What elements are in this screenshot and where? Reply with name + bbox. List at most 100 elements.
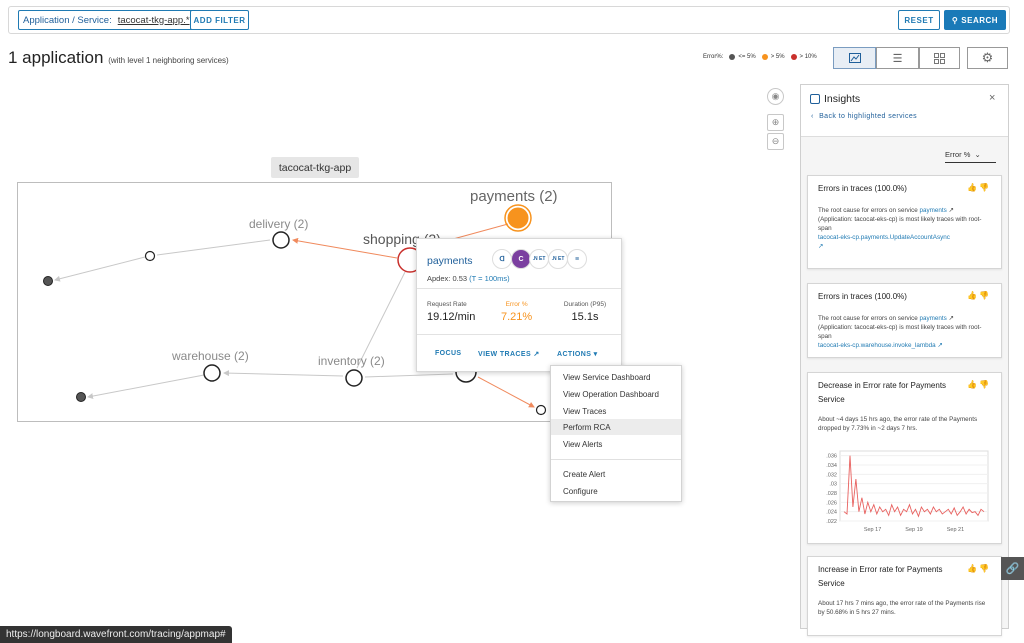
menu-item-view-service-dashboard[interactable]: View Service Dashboard: [563, 372, 651, 382]
node-external-4[interactable]: [535, 404, 547, 416]
status-bar-url: https://longboard.wavefront.com/tracing/…: [0, 626, 232, 643]
card-text: The root cause for errors on service pay…: [818, 207, 982, 250]
zoom-out-icon: ⊖: [771, 136, 780, 146]
card-title: Errors in traces (100.0%): [818, 184, 907, 193]
legend-low-label: <= 5%: [738, 54, 756, 60]
focus-button[interactable]: FOCUS: [435, 350, 462, 357]
node-payments[interactable]: [507, 207, 529, 229]
card-text-1: The root cause for errors on service: [818, 315, 918, 322]
menu-item-perform-rca[interactable]: Perform RCA: [551, 419, 681, 435]
add-filter-button[interactable]: ADD FILTER: [190, 10, 249, 30]
metric-label: Error %: [505, 301, 528, 308]
back-link-label: Back to highlighted services: [819, 113, 918, 120]
badge-icon-3: .N ET: [529, 249, 549, 269]
y-tick-label: .026: [826, 500, 837, 506]
sort-select-value: Error %: [945, 150, 971, 159]
metric-value: 19.12/min: [427, 311, 476, 323]
external-link-icon: ↗: [937, 342, 943, 349]
insight-card: Errors in traces (100.0%) 👍👎 The root ca…: [807, 283, 1002, 358]
node-warehouse[interactable]: [203, 364, 221, 382]
external-link-icon: ↗: [818, 243, 824, 250]
grid-icon: [934, 52, 945, 64]
close-icon[interactable]: ×: [989, 92, 996, 104]
view-traces-label: VIEW TRACES: [478, 351, 532, 358]
menu-item-view-alerts[interactable]: View Alerts: [563, 439, 603, 449]
reset-button[interactable]: RESET: [898, 10, 940, 30]
apdex-label: Apdex:: [427, 274, 451, 283]
feedback-thumbs[interactable]: 👍👎: [967, 291, 991, 300]
service-link[interactable]: payments: [919, 315, 947, 322]
page-title-text: 1 application: [8, 48, 104, 67]
page-subtitle: (with level 1 neighboring services): [108, 56, 229, 65]
search-button-label: SEARCH: [961, 15, 999, 25]
insight-card: Errors in traces (100.0%) 👍👎 The root ca…: [807, 175, 1002, 269]
node-delivery[interactable]: [272, 231, 290, 249]
y-tick-label: .032: [826, 472, 837, 478]
insights-header: Insights × ‹ Back to highlighted service…: [801, 85, 1008, 137]
feedback-thumbs[interactable]: 👍👎: [967, 183, 991, 192]
gear-icon: ⚙: [981, 50, 994, 65]
feedback-thumbs[interactable]: 👍👎: [967, 380, 991, 389]
node-external-1[interactable]: [144, 250, 156, 262]
filter-chip-value[interactable]: tacocat-tkg-app.*: [117, 14, 190, 26]
badge-icon-1: ᗡ: [492, 249, 512, 269]
apdex-threshold: (T = 100ms): [469, 274, 510, 283]
popup-service-name[interactable]: payments: [427, 255, 473, 267]
menu-item-configure[interactable]: Configure: [563, 486, 598, 496]
search-button[interactable]: ⚲ SEARCH: [944, 10, 1006, 30]
span-link[interactable]: tacocat-eks-cp.payments.UpdateAccountAsy…: [818, 234, 950, 241]
recenter-button[interactable]: ◉: [767, 88, 784, 105]
x-tick-label: Sep 17: [864, 527, 881, 533]
view-traces-button[interactable]: VIEW TRACES ↗: [478, 350, 540, 358]
error-rate-chart: .036 .034 .032 .03 .028 .026 .024 .022 Sep 17 Sep…: [826, 450, 989, 533]
insights-panel: Insights × ‹ Back to highlighted service…: [800, 84, 1009, 636]
zoom-in-icon: ⊕: [771, 117, 780, 127]
actions-button[interactable]: ACTIONS ▾: [557, 350, 598, 358]
edge-shopping-delivery: [292, 237, 398, 259]
error-legend: Error%: <= 5% > 5% > 10%: [703, 54, 817, 60]
badge-icon-2: C: [511, 249, 531, 269]
insights-title: Insights: [824, 93, 861, 105]
menu-item-view-operation-dashboard[interactable]: View Operation Dashboard: [563, 389, 659, 399]
sort-select[interactable]: Error % ⌄: [945, 150, 996, 163]
node-external-2[interactable]: [43, 276, 53, 286]
zoom-out-button[interactable]: ⊖: [767, 133, 784, 150]
chevron-left-icon: ‹: [811, 113, 814, 120]
search-icon: ⚲: [951, 15, 959, 25]
y-tick-label: .034: [826, 463, 837, 469]
edge-node-inventory: [364, 373, 454, 378]
apdex-row: Apdex: 0.53 (T = 100ms): [427, 274, 510, 283]
menu-item-view-traces[interactable]: View Traces: [563, 406, 607, 416]
target-icon: ◉: [771, 91, 780, 101]
node-inventory[interactable]: [345, 369, 363, 387]
card-text: About ~4 days 15 hrs ago, the error rate…: [818, 416, 978, 432]
service-link[interactable]: payments: [919, 207, 947, 214]
settings-button[interactable]: ⚙: [967, 47, 1008, 69]
card-text: The root cause for errors on service pay…: [818, 315, 982, 349]
insights-icon: [810, 94, 820, 104]
back-link[interactable]: ‹ Back to highlighted services: [811, 113, 917, 120]
map-view-button[interactable]: [833, 47, 876, 69]
menu-item-create-alert[interactable]: Create Alert: [563, 469, 606, 479]
legend-label: Error%:: [703, 54, 724, 60]
span-link[interactable]: tacocat-eks-cp.warehouse.invoke_lambda: [818, 342, 936, 349]
node-external-3[interactable]: [76, 392, 86, 402]
chart-frame: [839, 450, 989, 522]
grid-view-button[interactable]: [919, 47, 960, 69]
edge-delivery-out: [156, 239, 271, 256]
insight-card: Decrease in Error rate for Payments Serv…: [807, 372, 1002, 544]
chevron-down-icon: ▾: [593, 351, 598, 358]
list-view-button[interactable]: ☰: [876, 47, 919, 69]
card-text-2: (Application: tacocat-eks-cp) is most li…: [818, 216, 982, 232]
insight-card: Increase in Error rate for Payments Serv…: [807, 556, 1002, 636]
service-popup: payments ᗡ C .N ET .N ET ≡ Apdex: 0.53 (…: [416, 238, 622, 372]
filter-chip-label: Application / Service:: [23, 14, 112, 26]
metric-value: 15.1s: [571, 311, 599, 323]
node-label-payments: payments (2): [470, 188, 558, 205]
x-tick-label: Sep 19: [905, 527, 922, 533]
legend-high-label: > 10%: [799, 54, 817, 60]
node-label-delivery: delivery (2): [249, 217, 309, 231]
feedback-thumbs[interactable]: 👍👎: [967, 564, 991, 573]
link-icon[interactable]: 🔗: [1001, 557, 1024, 580]
zoom-in-button[interactable]: ⊕: [767, 114, 784, 131]
